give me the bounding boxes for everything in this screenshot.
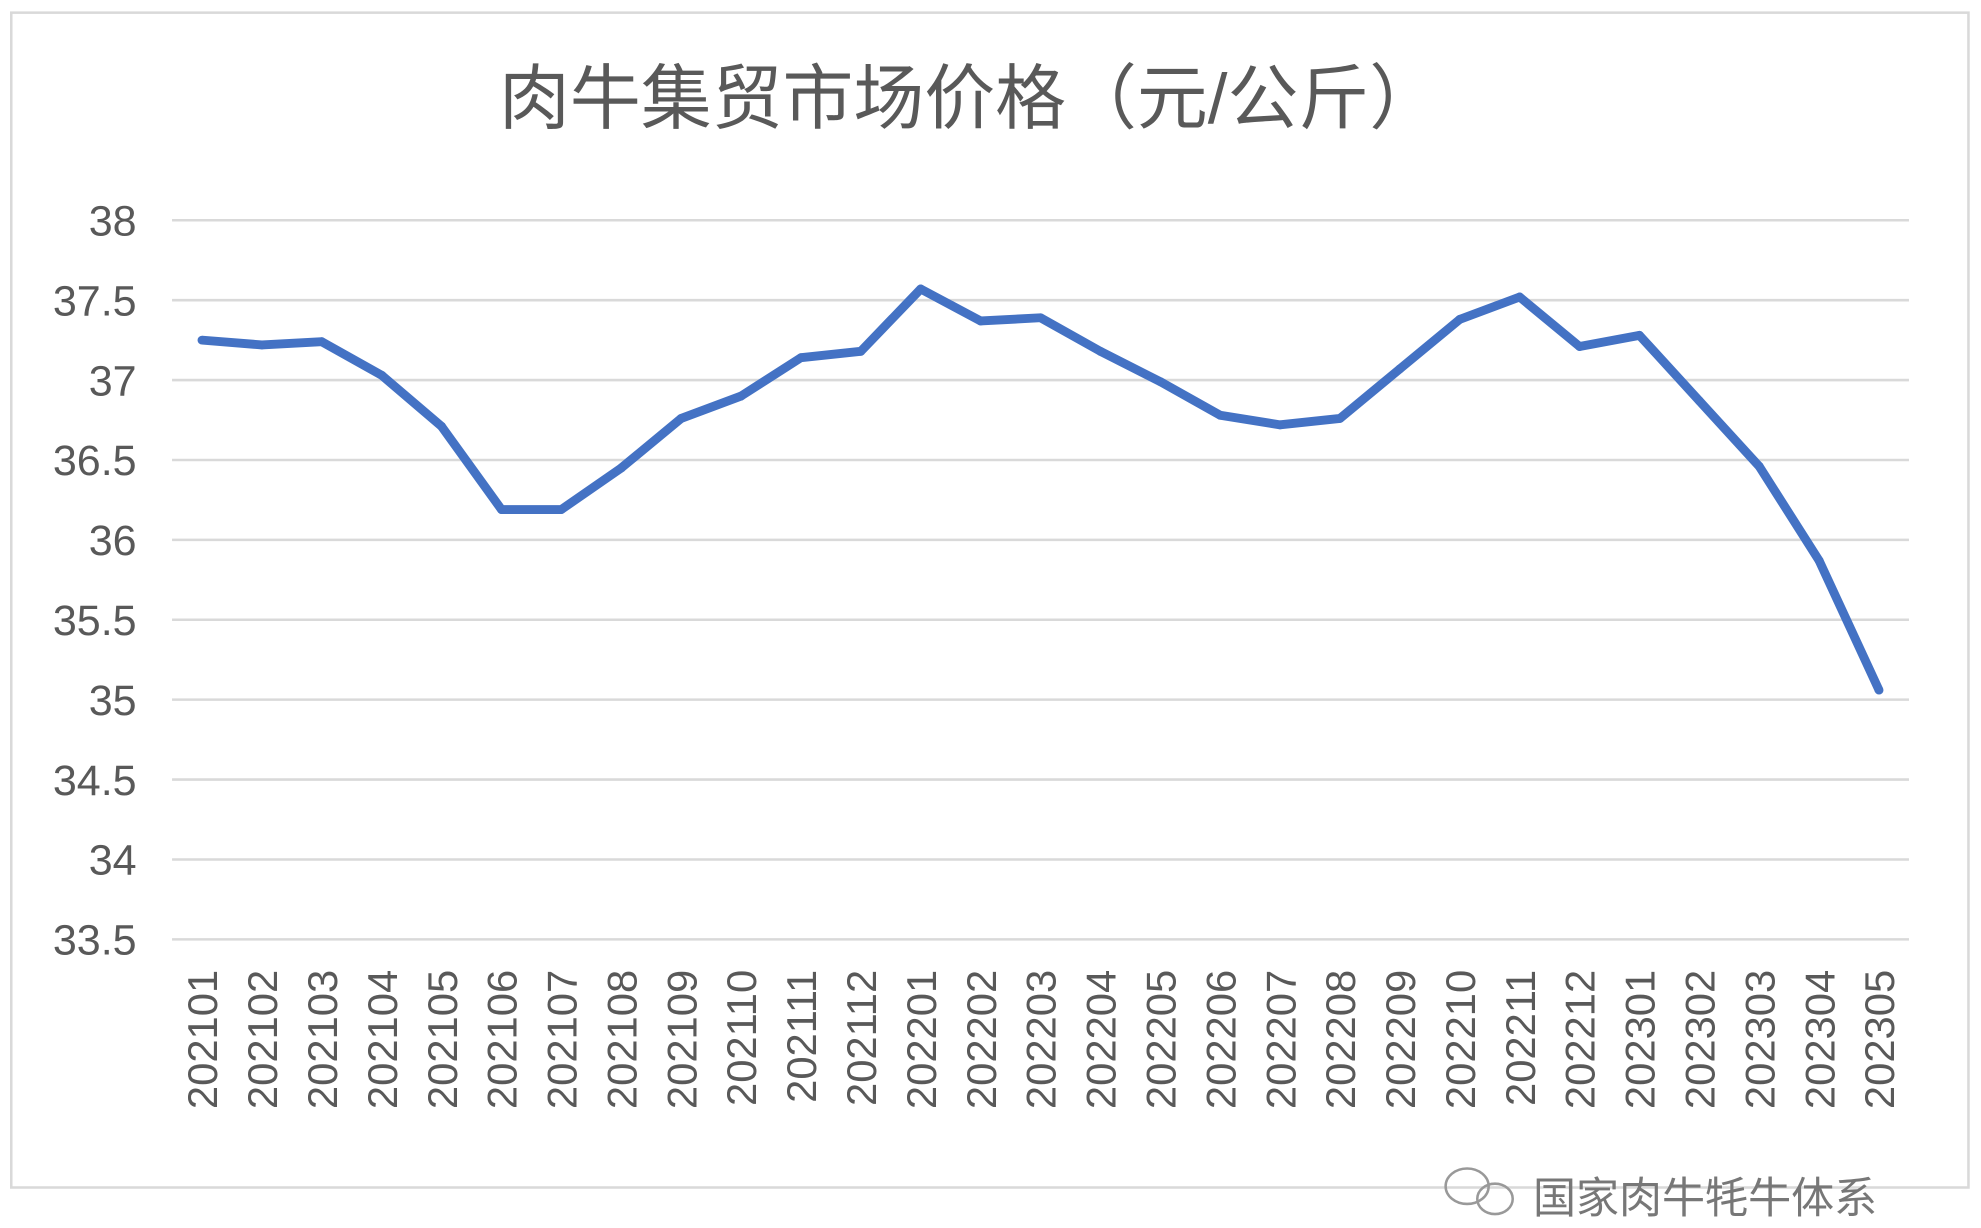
x-tick-label: 202207 (1257, 970, 1304, 1109)
x-tick-label: 202201 (898, 970, 945, 1109)
x-tick-label: 202210 (1437, 970, 1484, 1109)
data-point (916, 284, 926, 294)
data-point (1814, 556, 1824, 566)
y-tick-label: 35 (89, 677, 137, 725)
y-tick-label: 37 (89, 357, 137, 405)
x-tick-label: 202105 (419, 970, 466, 1109)
x-tick-label: 202110 (718, 970, 765, 1106)
watermark-text: 国家肉牛牦牛体系 (1533, 1175, 1877, 1223)
data-point (1575, 342, 1584, 351)
data-point (1215, 410, 1225, 420)
x-tick-label: 202209 (1377, 970, 1424, 1109)
x-tick-label: 202104 (359, 970, 406, 1109)
x-tick-label: 202106 (479, 970, 526, 1109)
x-tick-label: 202304 (1796, 970, 1843, 1109)
data-point (317, 337, 327, 347)
data-point (1155, 377, 1165, 387)
data-point (856, 346, 866, 356)
chart-title: 肉牛集贸市场价格（元/公斤） (499, 60, 1440, 139)
x-tick-label: 202103 (299, 970, 346, 1109)
x-tick-label: 202206 (1197, 970, 1244, 1109)
x-tick-label: 202303 (1736, 970, 1783, 1109)
x-tick-label: 202301 (1617, 970, 1664, 1109)
data-point (676, 413, 686, 423)
data-point (1095, 346, 1105, 356)
x-tick-label: 202204 (1078, 970, 1125, 1109)
data-point (437, 421, 446, 431)
y-tick-label: 38 (89, 197, 137, 245)
series-layer (197, 284, 1884, 695)
gridlines (172, 219, 1909, 941)
data-point (736, 391, 746, 401)
x-tick-label: 202102 (239, 970, 286, 1109)
data-point (1694, 396, 1704, 406)
data-point (197, 335, 207, 345)
x-tick-label: 202211 (1497, 970, 1544, 1106)
data-point (377, 370, 387, 380)
data-point (1036, 313, 1045, 323)
data-point (1335, 413, 1345, 423)
x-axis-ticks: 202101 202102 202103 202104 202105 202106 2021… (179, 970, 1903, 1109)
x-tick-label: 202212 (1557, 970, 1604, 1109)
data-point (497, 505, 506, 514)
x-tick-label: 202108 (598, 970, 645, 1109)
y-tick-label: 35.5 (53, 597, 137, 645)
data-point (1515, 292, 1525, 302)
x-tick-label: 202205 (1137, 970, 1184, 1109)
chart-border (9, 11, 1970, 1189)
y-tick-label: 33.5 (53, 917, 137, 965)
y-axis-ticks: 38 37.5 37 36.5 36 35.5 35 34.5 34 33.5 (53, 197, 137, 964)
y-tick-label: 36.5 (53, 437, 137, 485)
data-point (976, 316, 986, 326)
data-point (616, 463, 626, 473)
watermark: 国家肉牛牦牛体系 (1444, 1167, 1877, 1223)
y-tick-label: 36 (89, 517, 137, 565)
x-tick-label: 202101 (179, 970, 226, 1109)
data-point (1874, 685, 1884, 695)
wechat-icon (1444, 1167, 1514, 1216)
x-tick-label: 202107 (539, 970, 586, 1109)
x-tick-label: 202208 (1317, 970, 1364, 1109)
y-tick-label: 34.5 (53, 757, 137, 805)
data-point (257, 340, 267, 350)
x-tick-label: 202302 (1677, 970, 1724, 1109)
y-tick-label: 37.5 (53, 277, 137, 325)
x-tick-label: 202202 (958, 970, 1005, 1109)
data-point (1455, 314, 1465, 324)
data-point (1754, 461, 1764, 471)
x-tick-label: 202111 (778, 970, 825, 1103)
x-tick-label: 202109 (658, 970, 705, 1109)
data-point (1275, 420, 1285, 430)
x-tick-label: 202112 (838, 970, 885, 1106)
y-tick-label: 34 (89, 837, 137, 885)
x-tick-label: 202305 (1856, 970, 1903, 1109)
data-point (1395, 364, 1405, 374)
data-point (1635, 330, 1644, 340)
data-point (556, 505, 566, 514)
data-point (796, 353, 806, 363)
x-tick-label: 202203 (1018, 970, 1065, 1109)
